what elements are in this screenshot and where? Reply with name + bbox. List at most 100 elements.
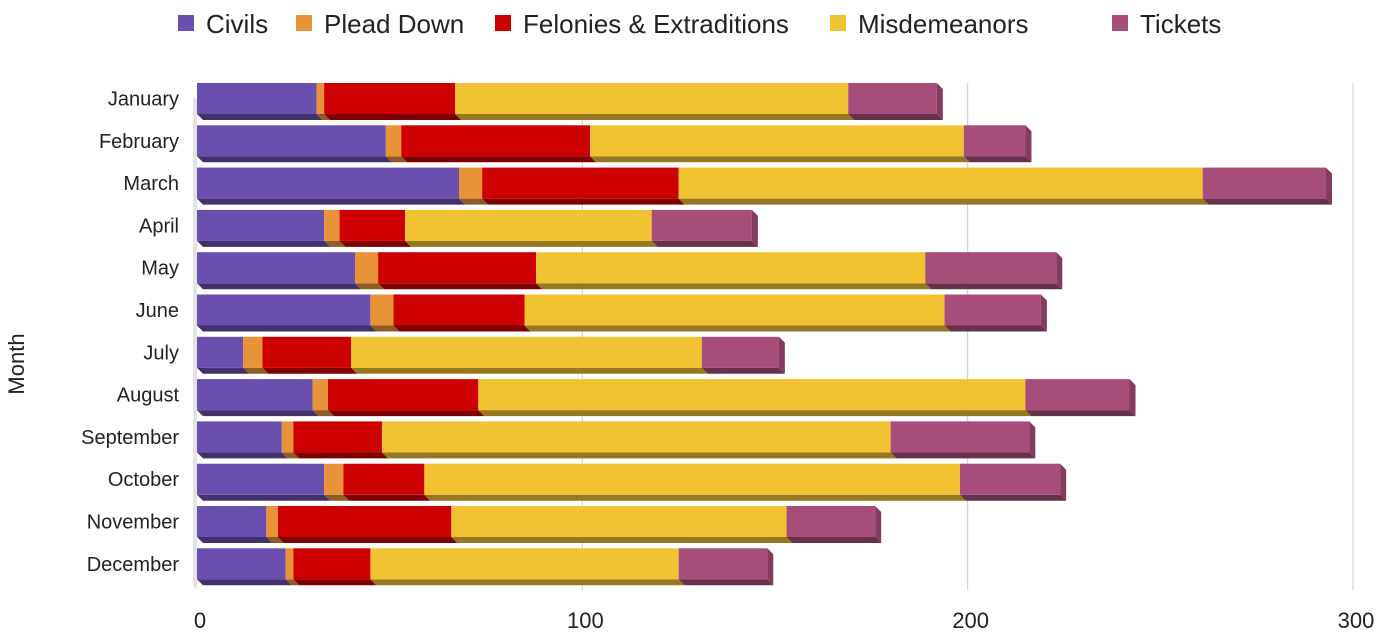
bar-row xyxy=(197,167,1333,205)
bar-segment xyxy=(197,125,392,163)
bar-segment xyxy=(197,463,331,501)
bar-segment xyxy=(197,167,466,205)
bar-segment xyxy=(455,83,855,120)
bar-row xyxy=(197,463,1067,501)
legend-label: Misdemeanors xyxy=(858,9,1029,39)
bar-segment xyxy=(324,209,346,247)
legend-item: Misdemeanors xyxy=(830,9,1029,39)
y-tick-label: December xyxy=(87,554,180,576)
legend-swatch xyxy=(830,15,846,31)
bar-segment xyxy=(393,294,531,332)
bar-segment xyxy=(401,125,597,163)
bar-segment xyxy=(197,548,292,586)
bar-segment xyxy=(316,83,331,120)
legend-item: Tickets xyxy=(1112,9,1221,39)
bar-row xyxy=(197,252,1063,290)
bar-segment xyxy=(848,83,943,120)
y-tick-label: September xyxy=(81,427,179,449)
legend-label: Tickets xyxy=(1140,9,1221,39)
bar-segment xyxy=(678,548,774,586)
bar-segment xyxy=(324,83,462,120)
y-tick-label: February xyxy=(99,131,179,153)
bar-segment xyxy=(1025,379,1136,417)
legend-item: Felonies & Extraditions xyxy=(495,9,789,39)
bar-segment xyxy=(405,209,658,247)
bar-segment xyxy=(277,506,458,543)
bar-segment xyxy=(1202,167,1333,205)
bar-segment xyxy=(370,548,685,586)
bar-segment xyxy=(343,463,431,501)
legend-label: Plead Down xyxy=(324,9,464,39)
bar-segment xyxy=(354,252,385,290)
bar-segment xyxy=(651,209,758,247)
legend-swatch xyxy=(178,15,194,31)
bar-segment xyxy=(944,294,1047,332)
bar-segment xyxy=(925,252,1063,290)
bar-segment xyxy=(959,463,1067,501)
bar-segment xyxy=(285,548,300,586)
x-axis-ticks: 0 100 200 300 xyxy=(194,608,1374,633)
bar-segment xyxy=(370,294,400,332)
bar-segment xyxy=(266,506,284,543)
bar-segment xyxy=(281,421,300,459)
gridlines xyxy=(193,83,1354,590)
y-axis-title: Month xyxy=(4,333,29,394)
bar-row xyxy=(197,506,882,543)
x-tick-label: 300 xyxy=(1338,608,1375,633)
bar-row xyxy=(197,336,785,374)
legend: Civils Plead Down Felonies & Extraditions M… xyxy=(178,9,1221,39)
legend-item: Plead Down xyxy=(296,9,464,39)
bar-segment xyxy=(328,379,485,417)
bar-segment xyxy=(451,506,793,543)
bar-row xyxy=(197,421,1036,459)
bar-segment xyxy=(197,506,273,543)
bar-segment xyxy=(963,125,1032,163)
y-tick-label: March xyxy=(123,173,179,195)
bar-segment xyxy=(678,167,1209,205)
y-tick-label: May xyxy=(141,258,179,280)
bar-segment xyxy=(385,125,408,163)
bar-segment xyxy=(890,421,1036,459)
legend-label: Felonies & Extraditions xyxy=(523,9,789,39)
bar-segment xyxy=(339,209,412,247)
bar-segment xyxy=(482,167,685,205)
bar-row xyxy=(197,379,1136,417)
bar-segment xyxy=(197,336,250,374)
legend-swatch xyxy=(1112,15,1128,31)
bar-segment xyxy=(312,379,335,417)
bars xyxy=(197,83,1333,586)
bar-segment xyxy=(243,336,269,374)
bar-segment xyxy=(197,379,319,417)
bar-segment xyxy=(324,463,350,501)
bar-segment xyxy=(197,252,361,290)
bar-segment xyxy=(536,252,932,290)
bar-segment xyxy=(378,252,543,290)
bar-segment xyxy=(478,379,1032,417)
x-tick-label: 200 xyxy=(952,608,989,633)
bar-row xyxy=(197,83,943,120)
bar-segment xyxy=(424,463,966,501)
bar-segment xyxy=(351,336,708,374)
axis-wall xyxy=(193,96,197,590)
y-tick-label: June xyxy=(136,300,179,322)
bar-segment xyxy=(524,294,951,332)
bar-segment xyxy=(459,167,489,205)
legend-swatch xyxy=(495,15,511,31)
bar-row xyxy=(197,125,1032,163)
bar-row xyxy=(197,294,1047,332)
legend-label: Civils xyxy=(206,9,268,39)
legend-item: Civils xyxy=(178,9,268,39)
bar-segment xyxy=(381,421,897,459)
y-tick-label: July xyxy=(143,342,179,364)
bar-segment xyxy=(197,209,331,247)
y-axis-ticks: January February March April May June July Augu… xyxy=(81,89,179,576)
bar-segment xyxy=(293,548,377,586)
bar-segment xyxy=(197,421,288,459)
y-tick-label: August xyxy=(117,385,180,407)
y-tick-label: April xyxy=(139,215,179,237)
x-tick-label: 0 xyxy=(194,608,206,633)
bar-segment xyxy=(701,336,785,374)
legend-swatch xyxy=(296,15,312,31)
